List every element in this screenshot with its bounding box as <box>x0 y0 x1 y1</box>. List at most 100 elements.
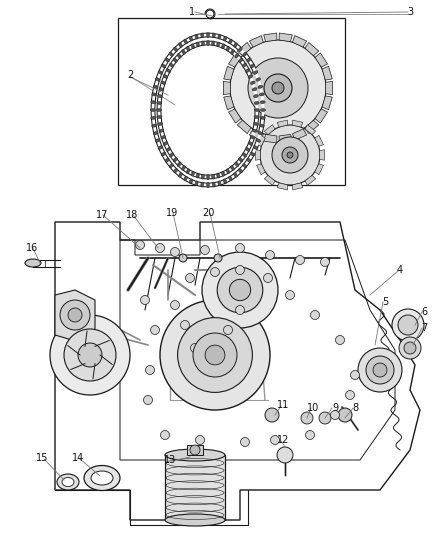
Ellipse shape <box>234 43 237 47</box>
Ellipse shape <box>157 101 162 104</box>
Polygon shape <box>55 222 420 520</box>
Ellipse shape <box>258 85 263 88</box>
Polygon shape <box>293 36 307 47</box>
Circle shape <box>141 295 149 304</box>
Polygon shape <box>224 96 234 110</box>
Circle shape <box>50 315 130 395</box>
Circle shape <box>346 391 354 400</box>
Circle shape <box>240 438 250 447</box>
Text: 1: 1 <box>189 7 195 17</box>
Text: 15: 15 <box>36 453 48 463</box>
Ellipse shape <box>245 69 250 72</box>
Ellipse shape <box>261 109 265 111</box>
Ellipse shape <box>234 173 237 177</box>
Text: 6: 6 <box>421 307 427 317</box>
Ellipse shape <box>242 63 247 67</box>
Circle shape <box>319 412 331 424</box>
Ellipse shape <box>174 47 177 52</box>
Ellipse shape <box>222 171 225 176</box>
Ellipse shape <box>84 465 120 490</box>
Text: 14: 14 <box>72 453 84 463</box>
Ellipse shape <box>184 176 187 181</box>
Circle shape <box>272 137 308 173</box>
Polygon shape <box>264 33 277 42</box>
Circle shape <box>60 300 90 330</box>
Ellipse shape <box>195 181 198 186</box>
Circle shape <box>223 326 233 335</box>
Ellipse shape <box>163 142 168 146</box>
Circle shape <box>287 152 293 158</box>
Polygon shape <box>257 164 265 175</box>
Ellipse shape <box>189 36 193 41</box>
Polygon shape <box>237 120 251 134</box>
Polygon shape <box>305 125 316 135</box>
Circle shape <box>236 305 244 314</box>
Circle shape <box>373 363 387 377</box>
Circle shape <box>260 125 320 185</box>
Ellipse shape <box>173 58 177 62</box>
Ellipse shape <box>222 44 225 49</box>
Circle shape <box>160 300 270 410</box>
Text: 17: 17 <box>96 210 108 220</box>
Ellipse shape <box>251 135 255 139</box>
Circle shape <box>399 337 421 359</box>
Circle shape <box>144 395 152 405</box>
Polygon shape <box>293 129 307 140</box>
Polygon shape <box>55 290 95 340</box>
Text: 7: 7 <box>421 323 427 333</box>
Ellipse shape <box>196 42 199 47</box>
Polygon shape <box>265 175 275 185</box>
Ellipse shape <box>157 116 162 118</box>
Ellipse shape <box>158 71 162 74</box>
Ellipse shape <box>239 158 243 162</box>
Polygon shape <box>264 134 277 143</box>
Ellipse shape <box>179 43 182 47</box>
Ellipse shape <box>231 166 234 171</box>
Circle shape <box>195 435 205 445</box>
Ellipse shape <box>250 152 255 156</box>
Circle shape <box>271 435 279 445</box>
Circle shape <box>214 254 222 262</box>
Ellipse shape <box>165 158 169 162</box>
Polygon shape <box>322 66 332 80</box>
Ellipse shape <box>152 124 157 127</box>
Text: 4: 4 <box>397 265 403 275</box>
Ellipse shape <box>254 94 258 98</box>
Circle shape <box>236 265 244 274</box>
Circle shape <box>350 370 360 379</box>
Circle shape <box>277 447 293 463</box>
Ellipse shape <box>256 139 261 142</box>
Ellipse shape <box>248 75 253 78</box>
Circle shape <box>366 356 394 384</box>
Polygon shape <box>229 53 241 67</box>
Ellipse shape <box>151 109 155 111</box>
Ellipse shape <box>182 50 185 54</box>
Ellipse shape <box>238 168 242 173</box>
Ellipse shape <box>155 139 160 142</box>
Ellipse shape <box>174 168 177 173</box>
Polygon shape <box>305 175 316 185</box>
Ellipse shape <box>166 69 170 72</box>
Ellipse shape <box>177 54 181 58</box>
Polygon shape <box>305 120 319 134</box>
Polygon shape <box>315 164 323 175</box>
Ellipse shape <box>252 129 257 132</box>
Circle shape <box>193 333 237 377</box>
Ellipse shape <box>260 101 265 104</box>
Ellipse shape <box>212 182 215 187</box>
Circle shape <box>301 412 313 424</box>
Ellipse shape <box>156 109 162 111</box>
Circle shape <box>155 244 165 253</box>
Ellipse shape <box>158 146 162 149</box>
Polygon shape <box>315 53 328 67</box>
Circle shape <box>336 335 345 344</box>
Circle shape <box>338 408 352 422</box>
Text: 10: 10 <box>307 403 319 413</box>
Circle shape <box>160 431 170 440</box>
Ellipse shape <box>165 514 225 526</box>
Polygon shape <box>237 43 251 56</box>
Circle shape <box>286 290 294 300</box>
Circle shape <box>151 326 159 335</box>
Ellipse shape <box>253 146 258 149</box>
Ellipse shape <box>177 162 181 166</box>
